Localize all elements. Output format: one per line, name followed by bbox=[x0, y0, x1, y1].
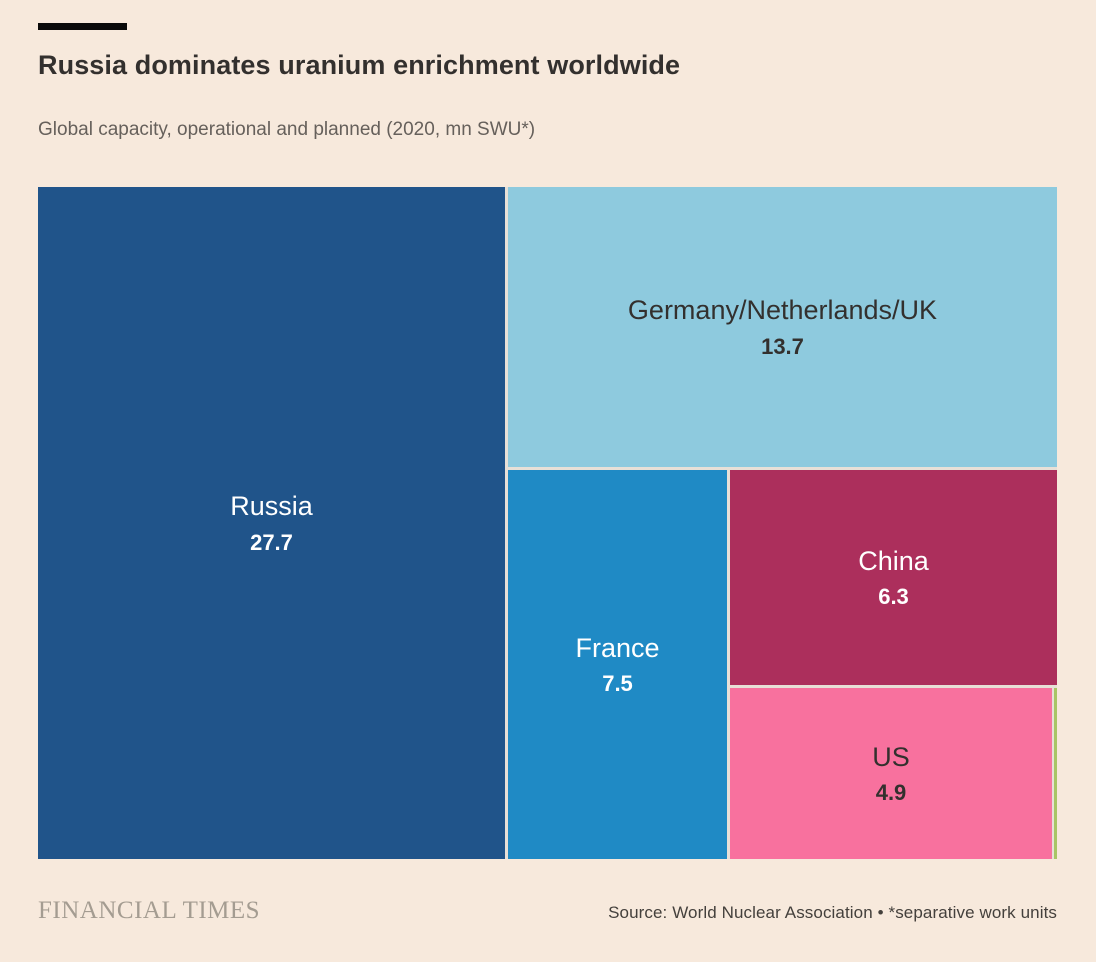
title-rule bbox=[38, 23, 127, 30]
segment-value: 27.7 bbox=[250, 529, 293, 555]
source-note: Source: World Nuclear Association • *sep… bbox=[608, 903, 1057, 922]
treemap-segment-china: China 6.3 bbox=[730, 470, 1057, 685]
treemap-segment-other-small bbox=[1054, 688, 1057, 859]
segment-label: Russia bbox=[230, 491, 313, 522]
treemap-segment-germany-netherlands-uk: Germany/Netherlands/UK 13.7 bbox=[508, 187, 1057, 467]
segment-value: 7.5 bbox=[602, 671, 633, 696]
segment-label: China bbox=[858, 545, 929, 576]
financial-times-wordmark: FINANCIAL TIMES bbox=[38, 897, 261, 924]
treemap-segment-us: US 4.9 bbox=[730, 688, 1052, 859]
segment-label: Germany/Netherlands/UK bbox=[627, 295, 938, 326]
treemap-chart: Russia 27.7 Germany/Netherlands/UK 13.7 … bbox=[38, 187, 1057, 859]
segment-value: 4.9 bbox=[875, 780, 907, 805]
segment-value: 13.7 bbox=[761, 333, 804, 359]
segment-value: 6.3 bbox=[878, 584, 909, 609]
segment-label: France bbox=[575, 632, 660, 663]
chart-subtitle: Global capacity, operational and planned… bbox=[38, 119, 536, 140]
segment-label: US bbox=[872, 741, 910, 772]
treemap-segment-russia: Russia 27.7 bbox=[38, 187, 505, 859]
footer: FINANCIAL TIMES Source: World Nuclear As… bbox=[38, 897, 1057, 925]
treemap-segment-france: France 7.5 bbox=[508, 470, 727, 859]
page-title: Russia dominates uranium enrichment worl… bbox=[38, 50, 681, 80]
